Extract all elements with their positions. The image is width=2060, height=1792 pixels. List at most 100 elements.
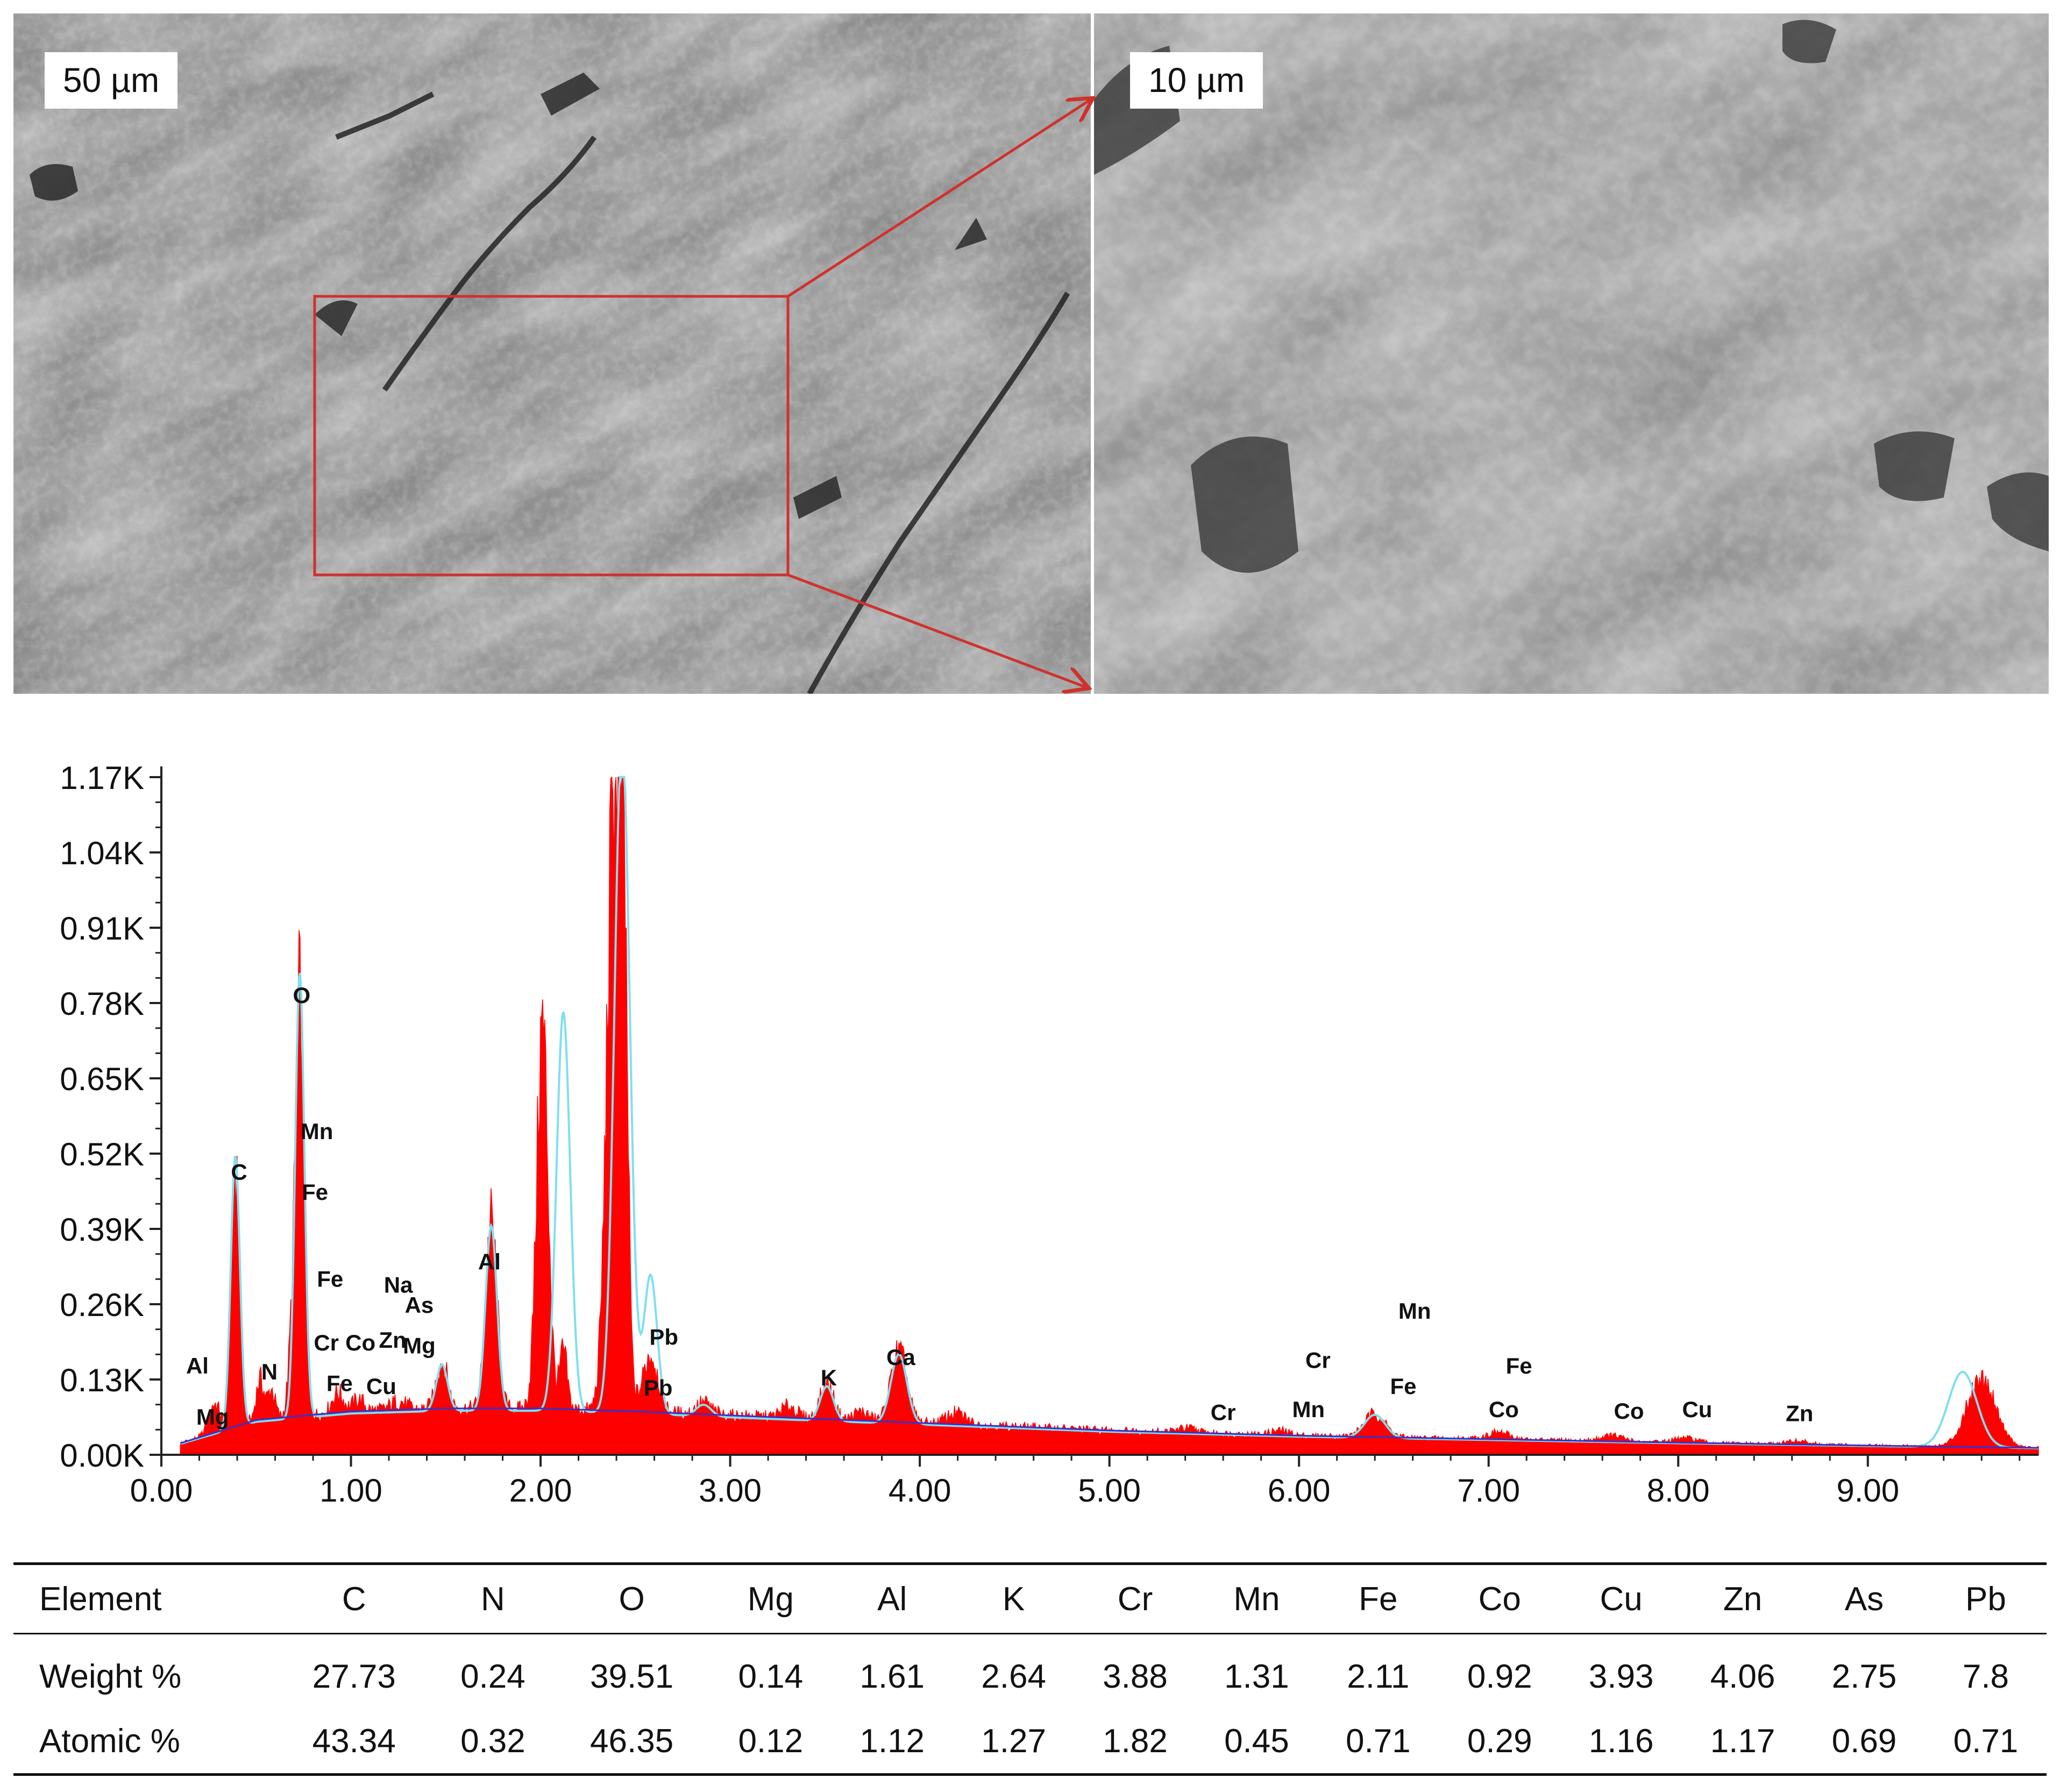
table-cell: 1.27 [953, 1709, 1075, 1776]
peak-label: Cr [1211, 1399, 1236, 1425]
peak-label: Cu [1682, 1397, 1712, 1422]
y-tick-label: 0.13K [60, 1362, 144, 1398]
peak-label: Mg [403, 1333, 436, 1359]
x-tick-label: 5.00 [1078, 1473, 1141, 1506]
peak-label: Pb [644, 1375, 673, 1400]
peak-label: K [821, 1365, 837, 1390]
x-tick-label: 6.00 [1268, 1473, 1331, 1506]
plot-area [180, 776, 2039, 1455]
table-header-cell: Al [831, 1562, 953, 1634]
peak-label: Al [186, 1353, 209, 1378]
table-cell: 0.32 [432, 1709, 554, 1776]
table-row: Atomic % 43.34 0.32 46.35 0.12 1.12 1.27 1.82 0.… [13, 1709, 2047, 1776]
table-cell: 7.8 [1962, 1658, 2009, 1695]
table-cell: 2.64 [981, 1658, 1046, 1695]
composition-table: Element C N O Mg Al K Cr Mn Fe Co Cu Zn As Pb Weight % 2… [13, 1562, 2047, 1776]
peak-label: Fe [317, 1267, 343, 1292]
table-header-cell: Co [1439, 1562, 1561, 1634]
table-cell: 0.71 [1317, 1709, 1439, 1776]
peak-label: Pb [649, 1324, 678, 1349]
y-tick-label: 0.00K [60, 1438, 144, 1474]
x-tick-label: 8.00 [1647, 1473, 1710, 1506]
peak-label: Fe [326, 1371, 353, 1396]
table-cell: 1.82 [1074, 1709, 1196, 1776]
table-cell: 0.29 [1439, 1709, 1561, 1776]
y-tick-label: 1.17K [60, 760, 144, 796]
y-tick-label: 1.04K [60, 835, 144, 871]
table-cell: 0.24 [460, 1658, 525, 1695]
x-tick-label: 9.00 [1836, 1473, 1899, 1506]
table-cell: 1.16 [1560, 1709, 1682, 1776]
sem-texture-high-mag [1094, 13, 2049, 694]
x-tick-label: 7.00 [1457, 1473, 1520, 1506]
sem-image-high-mag: 10 µm [1094, 13, 2049, 694]
table-cell: 0.92 [1467, 1658, 1532, 1695]
table-cell: 3.93 [1588, 1658, 1654, 1695]
y-tick-label: 0.52K [60, 1136, 144, 1172]
table-header-cell: Element [13, 1562, 276, 1634]
table-cell: 0.71 [1924, 1709, 2047, 1776]
table-cell: 1.17 [1682, 1709, 1803, 1776]
peak-label: As [405, 1292, 434, 1318]
background-series [180, 1407, 2039, 1449]
x-tick-label: 1.00 [319, 1473, 382, 1506]
table-header-cell: K [953, 1562, 1075, 1634]
scale-bar-label-high-mag: 10 µm [1130, 52, 1263, 109]
table-cell: 0.12 [709, 1709, 832, 1776]
table-cell: 1.31 [1224, 1658, 1289, 1695]
x-tick-label: 4.00 [889, 1473, 951, 1506]
sem-image-low-mag: 50 µm [13, 13, 1091, 694]
table-cell: 0.69 [1803, 1709, 1925, 1776]
table-header-cell: Mg [709, 1562, 832, 1634]
fit-series [180, 776, 2038, 1449]
table-cell: Atomic % [13, 1709, 276, 1776]
table-cell: 27.73 [312, 1658, 396, 1695]
peak-label: Ca [886, 1345, 915, 1370]
peak-label: Cr [1305, 1347, 1331, 1373]
y-tick-label: 0.91K [60, 911, 144, 947]
peak-label: Zn [379, 1327, 406, 1353]
sem-texture-low-mag [13, 13, 1091, 694]
peak-label: Na [384, 1272, 413, 1297]
peak-label: Fe [1506, 1353, 1532, 1378]
table-cell: 1.12 [831, 1709, 953, 1776]
scale-bar-label-low-mag: 50 µm [45, 52, 178, 109]
table-cell: 2.11 [1347, 1658, 1410, 1695]
table-cell: 0.45 [1196, 1709, 1318, 1776]
peak-label: Co [345, 1330, 375, 1355]
peak-label: Co [1614, 1398, 1644, 1424]
table-header-cell: Cr [1074, 1562, 1196, 1634]
table-header-cell: Pb [1924, 1562, 2047, 1634]
table-cell: 0.14 [738, 1658, 804, 1695]
y-tick-label: 0.78K [60, 986, 144, 1022]
peak-label: Mn [1398, 1298, 1431, 1324]
table-header-cell: Cu [1560, 1562, 1682, 1634]
y-tick-label: 0.26K [60, 1287, 144, 1323]
peak-label: Al [478, 1249, 501, 1274]
x-tick-label: 3.00 [699, 1473, 762, 1506]
table-cell: Weight % [39, 1658, 182, 1695]
table-cell: 2.75 [1831, 1658, 1897, 1695]
peak-label: C [231, 1159, 247, 1184]
table-header-cell: Mn [1196, 1562, 1318, 1634]
peak-label: Cu [366, 1374, 396, 1399]
table-header-cell: Zn [1682, 1562, 1803, 1634]
peak-label: N [261, 1359, 278, 1384]
peak-label: Mn [1292, 1397, 1325, 1422]
table-cell: 46.35 [553, 1709, 710, 1776]
eds-spectrum-chart: 0.00K0.13K0.26K0.39K0.52K0.65K0.78K0.91K… [60, 760, 2039, 1506]
table-header-cell: N [432, 1562, 554, 1634]
table-cell: 39.51 [590, 1658, 674, 1695]
table-cell: 43.34 [276, 1709, 432, 1776]
table-header-row: Element C N O Mg Al K Cr Mn Fe Co Cu Zn As Pb [13, 1562, 2047, 1634]
table-cell: 3.88 [1103, 1658, 1168, 1695]
peak-label: Fe [302, 1179, 328, 1205]
table-header-cell: Fe [1317, 1562, 1439, 1634]
table-cell: 1.61 [859, 1658, 925, 1695]
peak-label: Mn [301, 1119, 333, 1144]
spectrum-series [180, 776, 2039, 1455]
table-cell: 4.06 [1710, 1658, 1775, 1695]
peak-label: Cr [314, 1330, 339, 1355]
table-header-cell: C [276, 1562, 432, 1634]
